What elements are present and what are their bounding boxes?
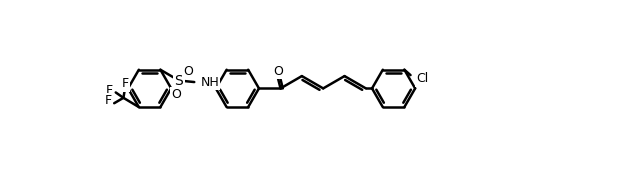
- Text: O: O: [171, 88, 181, 101]
- Text: NH: NH: [200, 76, 219, 89]
- Text: O: O: [183, 65, 193, 78]
- Text: F: F: [121, 77, 128, 90]
- Text: Cl: Cl: [417, 72, 429, 85]
- Text: F: F: [105, 94, 112, 107]
- Text: S: S: [175, 73, 183, 88]
- Text: F: F: [106, 84, 113, 97]
- Text: O: O: [273, 65, 283, 78]
